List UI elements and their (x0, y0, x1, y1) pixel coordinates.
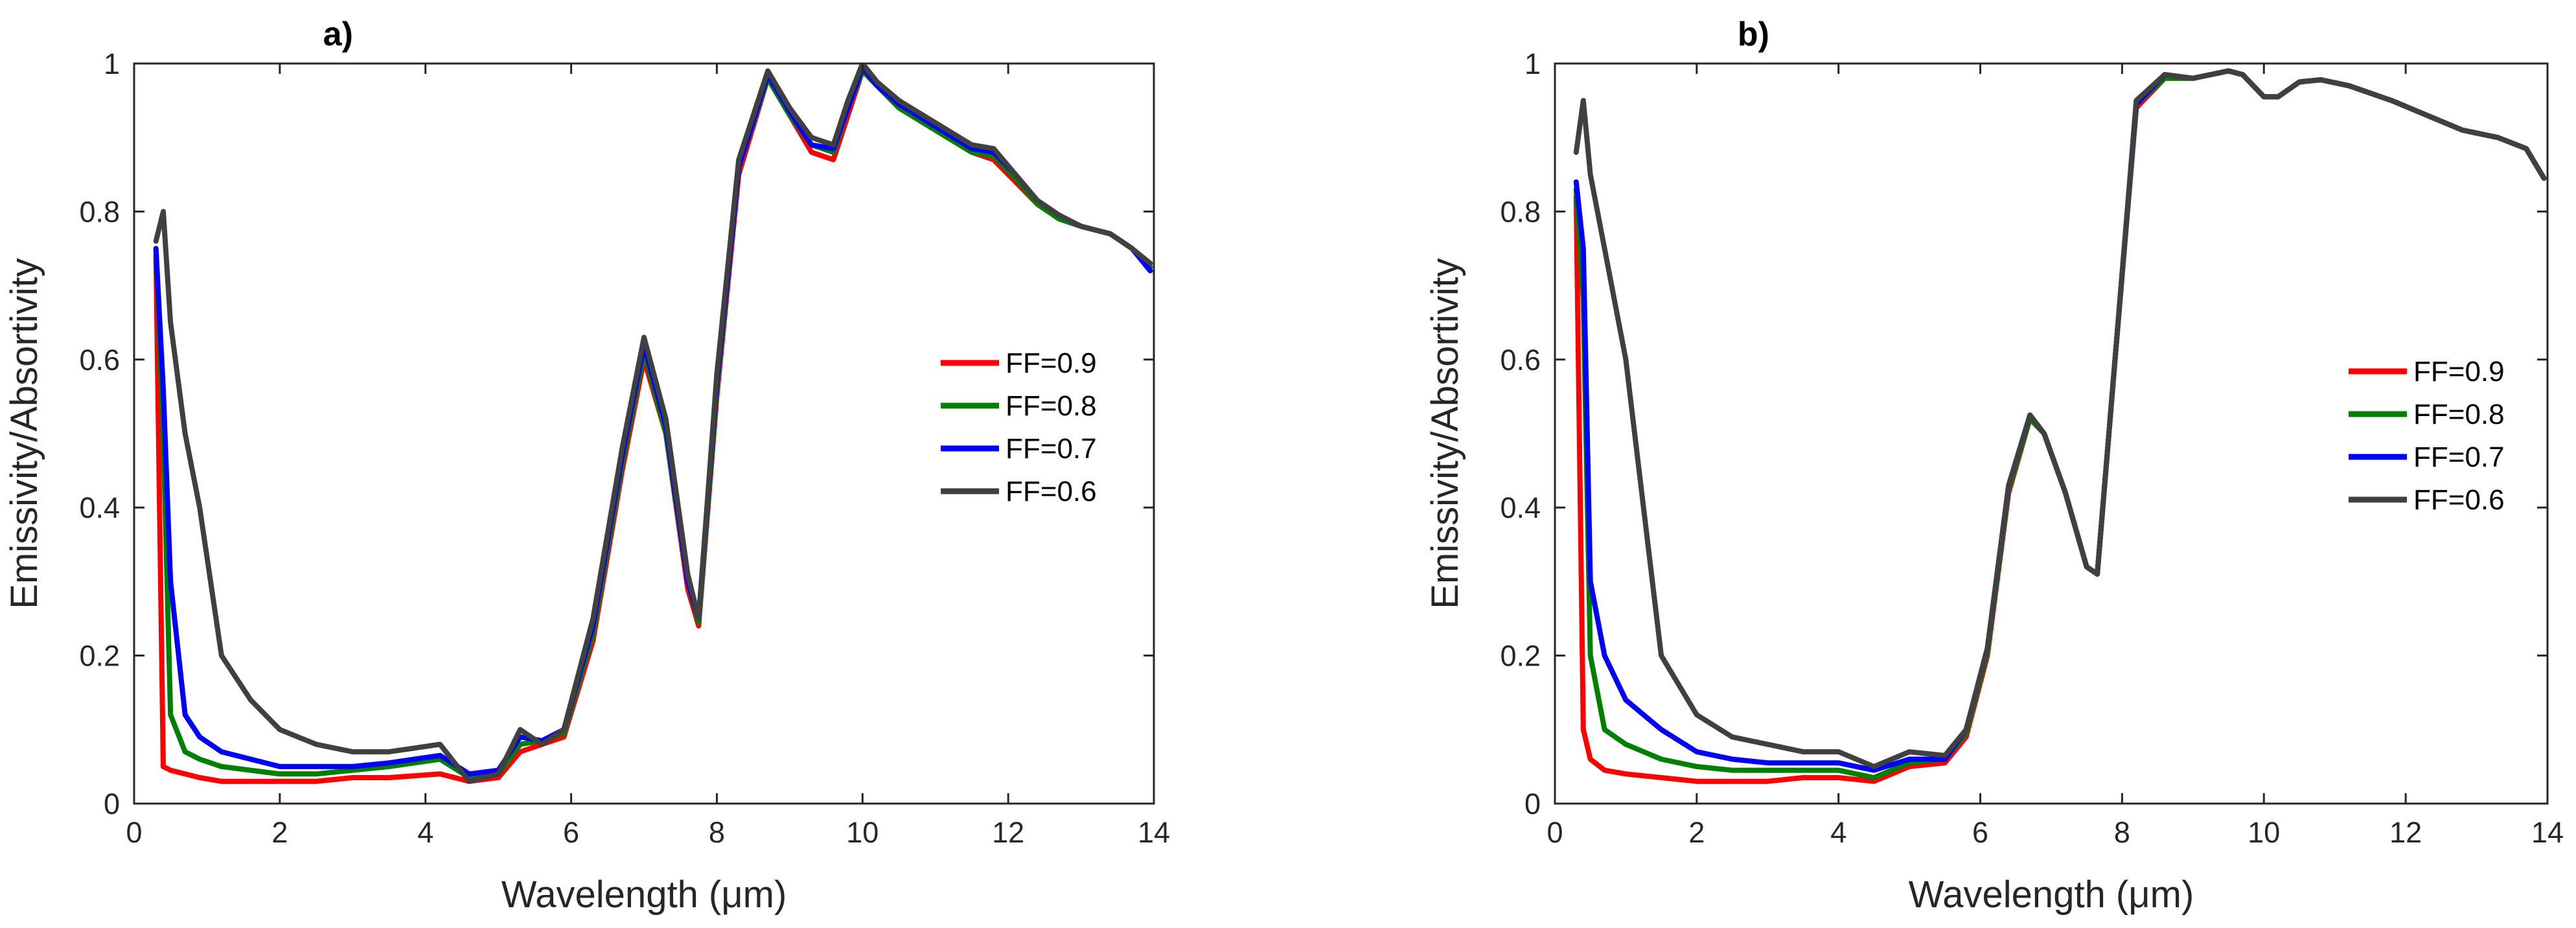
x-tick-label: 0 (126, 816, 142, 849)
y-tick-label: 0 (104, 787, 120, 820)
x-tick-label: 14 (1138, 816, 1170, 849)
x-tick-label: 8 (2114, 816, 2130, 849)
y-tick-label: 0.2 (1500, 640, 1541, 673)
y-tick-label: 0.4 (1500, 491, 1541, 524)
x-tick-label: 0 (1547, 816, 1563, 849)
legend-label: FF=0.8 (2413, 399, 2505, 430)
x-axis-label: Wavelength (μm) (501, 874, 787, 916)
panel-b: 0 2 4 6 8 10 12 14 0 0.2 0.4 0.6 0.8 1 b) Wavelength (μ… (1424, 16, 2564, 916)
y-tick-label: 0.6 (1500, 343, 1541, 377)
x-tick-label: 12 (992, 816, 1024, 849)
legend: FF=0.9 FF=0.8 FF=0.7 FF=0.6 (2349, 356, 2505, 516)
x-tick-label: 4 (417, 816, 433, 849)
y-tick-label: 1 (104, 47, 120, 80)
y-tick-label: 0.6 (79, 343, 120, 377)
x-tick-label: 2 (1688, 816, 1705, 849)
legend-label: FF=0.7 (1006, 433, 1097, 465)
legend-label: FF=0.9 (2413, 356, 2505, 388)
legend-label: FF=0.8 (1006, 390, 1097, 422)
panel-a: 0 2 4 6 8 10 12 14 0 0.2 0.4 0.6 0.8 1 a) Wavelength (μ… (3, 16, 1170, 916)
y-tick-label: 0 (1524, 787, 1541, 820)
series-line-ff-0-6 (153, 64, 1153, 784)
legend: FF=0.9 FF=0.8 FF=0.7 FF=0.6 (941, 347, 1097, 507)
x-tick-label: 2 (271, 816, 288, 849)
x-tick-label: 6 (563, 816, 579, 849)
y-axis-label: Emissivity/Absortivity (1424, 258, 1466, 609)
series-line-ff-0-6 (1573, 68, 2547, 769)
legend-label: FF=0.9 (1006, 347, 1097, 379)
series-group (153, 64, 1153, 784)
x-tick-label: 8 (709, 816, 725, 849)
y-tick-label: 0.8 (79, 195, 120, 228)
y-tick-label: 0.8 (1500, 195, 1541, 228)
x-tick-label: 4 (1830, 816, 1846, 849)
x-tick-label: 10 (846, 816, 879, 849)
legend-label: FF=0.6 (1006, 476, 1097, 507)
panel-title: a) (323, 16, 353, 53)
plot-area (1554, 62, 2549, 805)
legend-label: FF=0.6 (2413, 484, 2505, 516)
x-tick-label: 10 (2248, 816, 2280, 849)
y-axis-label: Emissivity/Absortivity (3, 258, 45, 609)
legend-label: FF=0.7 (2413, 441, 2505, 473)
panel-title: b) (1738, 16, 1769, 53)
y-tick-label: 1 (1524, 47, 1541, 80)
y-tick-label: 0.4 (79, 491, 120, 524)
x-tick-label: 6 (1972, 816, 1988, 849)
plot-area (133, 62, 1155, 805)
x-tick-label: 14 (2531, 816, 2564, 849)
x-axis-label: Wavelength (μm) (1909, 874, 2194, 916)
series-group (1573, 68, 2547, 784)
y-tick-label: 0.2 (79, 640, 120, 673)
x-tick-label: 12 (2389, 816, 2422, 849)
